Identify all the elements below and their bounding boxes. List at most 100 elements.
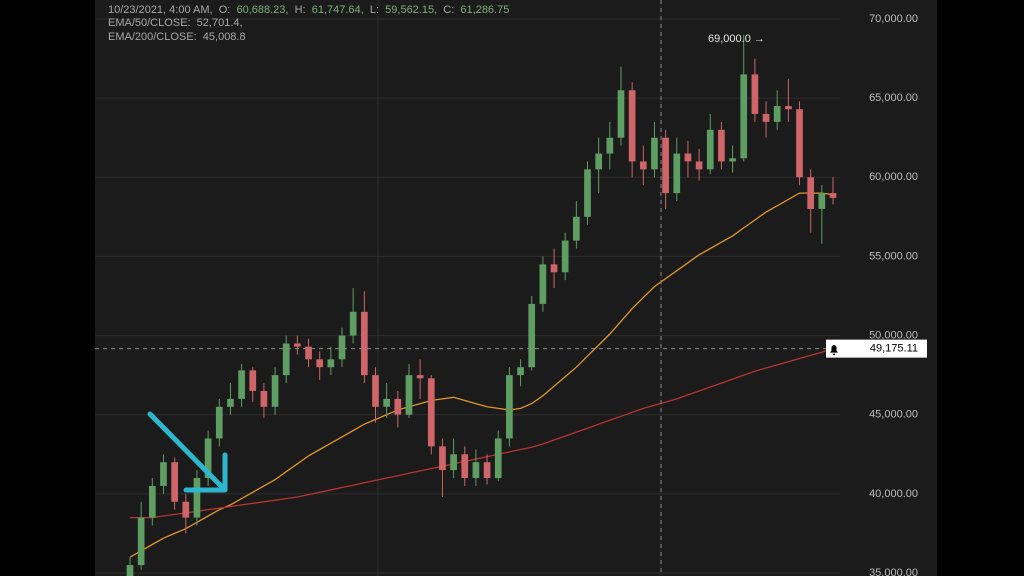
candle-body bbox=[349, 311, 357, 336]
candle-body bbox=[818, 193, 826, 209]
ohlc-label: L: bbox=[370, 4, 379, 16]
candle-body bbox=[729, 158, 736, 162]
peak-annotation: 69,000.0 → bbox=[708, 33, 765, 45]
candle-body bbox=[762, 113, 770, 122]
candle-body bbox=[427, 378, 435, 447]
candle-body bbox=[227, 398, 234, 407]
candle-body bbox=[249, 370, 257, 391]
candle-body bbox=[550, 264, 558, 273]
candle-body bbox=[539, 264, 547, 304]
candle-body bbox=[751, 74, 759, 114]
candle-body bbox=[796, 109, 803, 178]
candle-body bbox=[528, 303, 536, 368]
candle-body bbox=[785, 106, 792, 110]
candle-body bbox=[260, 390, 268, 407]
indicator-label: EMA/200/CLOSE: bbox=[108, 31, 197, 43]
chart-background bbox=[95, 0, 937, 576]
y-tick-label: 50,000.00 bbox=[869, 329, 918, 341]
candle-body bbox=[383, 398, 390, 407]
header-ema50: EMA/50/CLOSE: 52,701.4, bbox=[108, 17, 249, 29]
ema-line bbox=[130, 347, 834, 519]
candle-body bbox=[740, 74, 748, 159]
y-tick-label: 35,000.00 bbox=[869, 567, 918, 576]
candle-body bbox=[617, 90, 625, 138]
candle-body bbox=[327, 359, 335, 368]
y-tick-label: 60,000.00 bbox=[869, 171, 918, 183]
grid: 35,000.00 40,000.00 45,000.00 50,000.00 55,0… bbox=[95, 13, 918, 576]
candle-body bbox=[450, 454, 457, 471]
candle-body bbox=[494, 438, 502, 479]
price-label: 49,175.11 bbox=[870, 343, 918, 355]
indicator-label: EMA/50/CLOSE: bbox=[108, 17, 191, 29]
candle-body bbox=[461, 454, 469, 479]
y-tick-label: 70,000.00 bbox=[869, 13, 918, 25]
candle-body bbox=[182, 501, 190, 518]
cyan-arrow bbox=[147, 411, 228, 493]
candle-body bbox=[483, 462, 491, 479]
ohlc-value: 60,688.23, bbox=[236, 4, 288, 16]
candle-body bbox=[305, 346, 312, 360]
candle-body bbox=[662, 137, 669, 194]
indicator-value: 52,701.4, bbox=[197, 17, 243, 29]
ohlc-label: H: bbox=[295, 4, 306, 16]
alert-bell-icon bbox=[830, 345, 838, 356]
candle-body bbox=[584, 169, 591, 217]
candle-body bbox=[316, 359, 324, 368]
candle-body bbox=[171, 462, 178, 502]
ohlc-value: 61,747.64, bbox=[312, 4, 364, 16]
indicator-value: 45,008.8 bbox=[203, 31, 246, 43]
candle-body bbox=[695, 161, 703, 170]
candle-body bbox=[684, 153, 692, 162]
ohlc-value: 59,562.15, bbox=[385, 4, 437, 16]
candle-body bbox=[639, 161, 647, 170]
ema-line bbox=[129, 192, 834, 558]
candle-body bbox=[126, 565, 134, 576]
candle-body bbox=[506, 375, 513, 439]
candle-body bbox=[282, 343, 290, 376]
candle-body bbox=[294, 343, 301, 347]
candle-body bbox=[829, 193, 837, 198]
candle-body bbox=[651, 137, 658, 170]
header-date: 10/23/2021, 4:00 AM, bbox=[108, 4, 213, 16]
arrow-head bbox=[183, 452, 228, 493]
candle-body bbox=[204, 438, 212, 479]
candle-body bbox=[160, 462, 167, 486]
candle-body bbox=[472, 462, 480, 479]
y-tick-label: 55,000.00 bbox=[869, 250, 918, 262]
candle-body bbox=[595, 153, 603, 170]
candle-body bbox=[807, 177, 815, 209]
candle-body bbox=[372, 375, 379, 407]
candle-body bbox=[606, 137, 614, 154]
candle-body bbox=[773, 106, 781, 122]
candle-body bbox=[360, 311, 368, 376]
candle-body bbox=[405, 375, 413, 415]
candle-body bbox=[628, 90, 636, 162]
candle-body bbox=[394, 398, 402, 415]
candle-body bbox=[561, 240, 569, 273]
y-tick-label: 40,000.00 bbox=[869, 488, 918, 500]
y-tick-label: 45,000.00 bbox=[869, 409, 918, 421]
ohlc-label: O: bbox=[219, 4, 231, 16]
candle-body bbox=[137, 517, 145, 566]
candle-body bbox=[718, 129, 725, 162]
header-ohlc: 10/23/2021, 4:00 AM, O: 60,688.23, H: 61… bbox=[108, 4, 515, 16]
candles bbox=[126, 34, 837, 576]
ohlc-value: 61,286.75 bbox=[460, 4, 509, 16]
candle-body bbox=[673, 153, 681, 194]
candle-body bbox=[238, 370, 245, 399]
candle-body bbox=[193, 478, 201, 518]
candle-body bbox=[706, 129, 714, 170]
candle-body bbox=[517, 367, 524, 376]
header-ema200: EMA/200/CLOSE: 45,008.8 bbox=[108, 31, 252, 43]
indicator-lines bbox=[129, 192, 834, 558]
candle-body bbox=[439, 446, 446, 471]
candle-body bbox=[148, 485, 156, 518]
overlay: 49,175.11 69,000.0 → bbox=[95, 0, 927, 576]
candle-body bbox=[416, 375, 424, 379]
ohlc-label: C: bbox=[443, 4, 454, 16]
arrow-shaft bbox=[147, 411, 225, 490]
candle-body bbox=[271, 375, 279, 407]
candle-body bbox=[338, 335, 346, 360]
